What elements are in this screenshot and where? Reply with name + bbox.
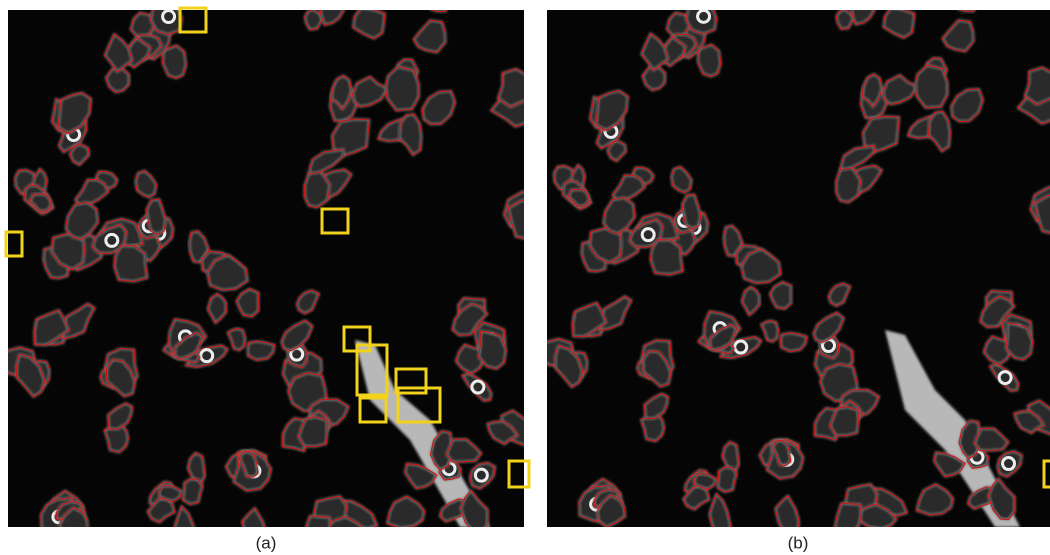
round-cell [959,0,971,6]
cell-body [114,246,148,282]
cell-outline [952,0,977,12]
figure: (a) (b) [0,0,1050,555]
cell-body [498,69,540,107]
panel-label: (b) [788,533,809,552]
panel-label: (a) [256,533,277,552]
cell-body [650,240,683,275]
cell-body [424,0,450,12]
cell-body [952,0,977,12]
round-cell [431,0,443,6]
page: {"panels": [{"label": "(a)"}, {"label": … [0,0,1050,555]
cell-body [314,496,347,533]
cell-outline [424,0,450,12]
